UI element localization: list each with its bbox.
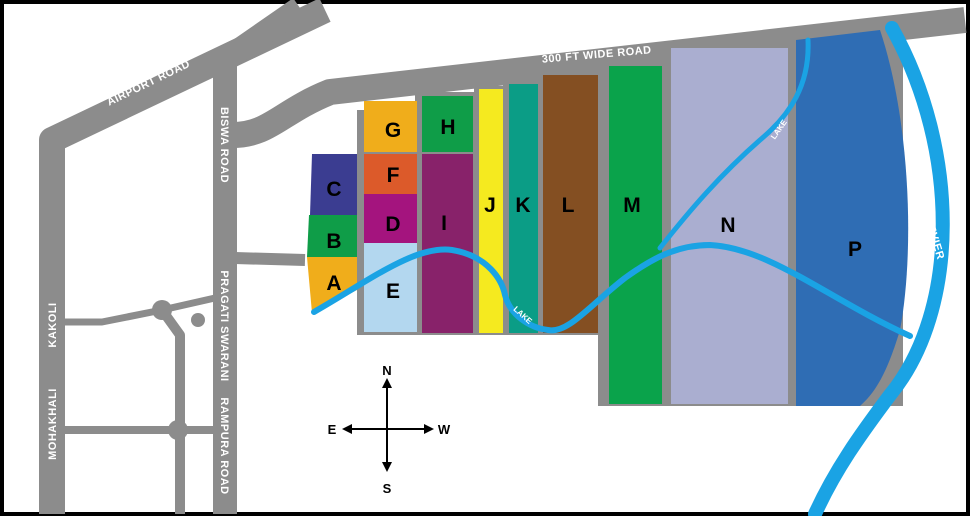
sector-a[interactable] (307, 257, 357, 313)
sector-c-label: C (326, 178, 341, 201)
compass-east: E (328, 422, 337, 437)
sector-p-label: P (848, 238, 862, 261)
sector-g-label: G (385, 119, 401, 142)
sector-m-label: M (623, 194, 641, 217)
sector-k-label: K (515, 194, 530, 217)
roundabout-mohakhali (168, 420, 188, 440)
sector-e-label: E (386, 280, 400, 303)
sector-k[interactable] (509, 84, 538, 333)
sector-j-label: J (484, 194, 496, 217)
sector-b-label: B (326, 230, 341, 253)
compass-west: W (438, 422, 451, 437)
compass (342, 378, 434, 472)
road-network (39, 0, 967, 514)
sector-n[interactable] (671, 48, 788, 404)
sector-h[interactable] (422, 96, 473, 152)
sector-i-label: I (441, 212, 447, 235)
roundabout-kakoli (152, 300, 172, 320)
wide-road (231, 7, 967, 148)
sector-m[interactable] (609, 66, 662, 404)
sector-n-label: N (720, 214, 735, 237)
sector-g[interactable] (364, 101, 417, 152)
sector-h-label: H (440, 116, 455, 139)
sector-d[interactable] (364, 194, 417, 243)
pragati-spur-road (234, 252, 306, 266)
sector-labels: A B C D E F G H I J K L M N P (326, 116, 862, 303)
sector-i[interactable] (422, 154, 473, 333)
compass-south: S (383, 481, 392, 496)
sector-b[interactable] (307, 215, 357, 257)
sector-l-label: L (562, 194, 575, 217)
internal-lane (157, 307, 185, 514)
sector-f[interactable] (364, 154, 417, 194)
sector-p[interactable] (796, 30, 909, 406)
kakoli-label: KAKOLI (47, 302, 59, 347)
sector-f-label: F (387, 164, 400, 187)
lake-branch (657, 37, 811, 251)
rampura-road-label: RAMPURA ROAD (218, 397, 230, 494)
biswa-road-label: BISWA ROAD (218, 107, 230, 183)
sector-d-label: D (385, 213, 400, 236)
pragati-swarani-label: PRAGATI SWARANI (218, 270, 230, 381)
sector-j[interactable] (479, 89, 503, 333)
water-bodies (311, 21, 950, 516)
sector-l[interactable] (543, 75, 598, 333)
sector-a-label: A (326, 272, 341, 295)
sectors (307, 30, 909, 406)
lake-main (311, 242, 913, 339)
mohakhali-label: MOHAKHALI (47, 388, 59, 460)
roundabout-small (191, 313, 205, 327)
sector-c[interactable] (310, 154, 357, 215)
compass-north: N (382, 363, 391, 378)
balu-river (808, 21, 950, 516)
biswa-pragati-road (213, 0, 307, 514)
kakoli-lane (62, 294, 216, 326)
